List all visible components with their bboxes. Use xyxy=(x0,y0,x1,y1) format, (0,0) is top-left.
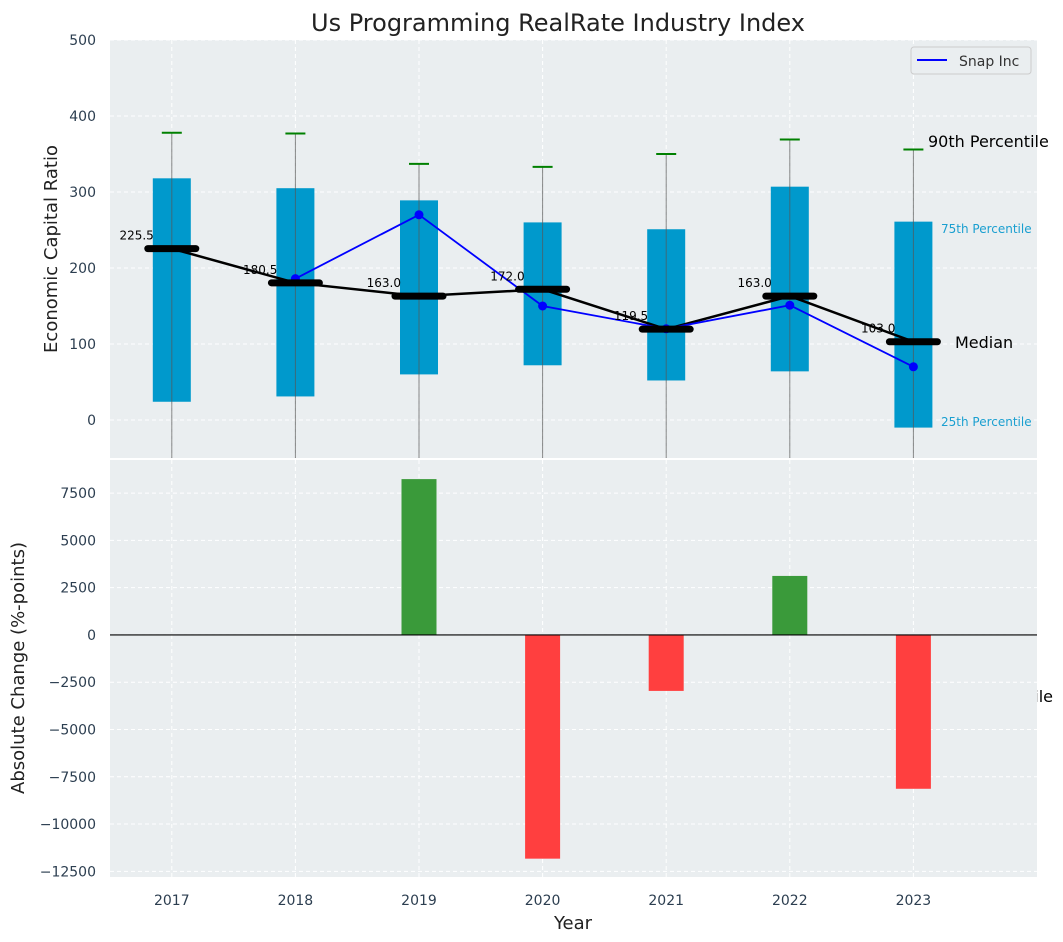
legend: Snap Inc xyxy=(910,46,1032,75)
top-y-tick-label: 200 xyxy=(69,261,96,277)
top-y-tick-label: 400 xyxy=(69,109,96,125)
x-tick-label: 2022 xyxy=(772,893,808,909)
median-value-label: 180.5 xyxy=(243,263,277,277)
x-tick-label: 2019 xyxy=(401,893,437,909)
x-tick-label: 2018 xyxy=(278,893,314,909)
bottom-y-axis-label: Absolute Change (%-points) xyxy=(8,542,29,794)
top-axes-background xyxy=(110,40,1037,458)
bottom-y-tick-label: −5000 xyxy=(49,722,96,738)
median-value-label: 172.0 xyxy=(490,269,524,283)
bottom-y-tick-label: −12500 xyxy=(40,864,96,880)
snap-inc-point xyxy=(414,210,424,220)
bar-negative xyxy=(895,634,931,789)
legend-snap-label: Snap Inc xyxy=(959,54,1019,70)
x-axis-label: Year xyxy=(553,913,593,934)
median-value-label: 163.0 xyxy=(737,276,771,290)
median-value-label: 225.5 xyxy=(119,229,153,243)
bottom-y-tick-label: 0 xyxy=(87,628,96,644)
x-tick-label: 2023 xyxy=(896,893,932,909)
bar-negative xyxy=(525,634,561,859)
bar-positive xyxy=(772,575,808,635)
bottom-y-tick-label: −7500 xyxy=(49,770,96,786)
snap-inc-line xyxy=(294,213,914,368)
bottom-y-tick-label: 7500 xyxy=(60,486,96,502)
chart-title: Us Programming RealRate Industry Index xyxy=(311,9,805,37)
bottom-y-tick-label: −2500 xyxy=(49,675,96,691)
top-y-tick-label: 500 xyxy=(69,33,96,49)
top-y-tick-label: 100 xyxy=(69,337,96,353)
bottom-y-tick-label: −10000 xyxy=(40,817,96,833)
bottom-axes-background xyxy=(110,460,1037,877)
bottom-y-tick-label: 2500 xyxy=(60,581,96,597)
median-value-label: 119.5 xyxy=(614,309,648,323)
bottom-y-tick-label: 5000 xyxy=(60,533,96,549)
annotation-median: Median xyxy=(955,333,1013,352)
snap-inc-point xyxy=(538,301,548,311)
snap-inc-point xyxy=(908,362,918,372)
snap-inc-point xyxy=(785,300,795,310)
x-tick-label: 2020 xyxy=(525,893,561,909)
annotation-75th-percentile: 75th Percentile xyxy=(941,222,1032,236)
top-y-tick-label: 300 xyxy=(69,185,96,201)
median-value-label: 163.0 xyxy=(367,276,401,290)
median-value-label: 103.0 xyxy=(861,322,895,336)
top-y-tick-label: 0 xyxy=(87,413,96,429)
bar-positive xyxy=(401,479,437,635)
bar-negative xyxy=(648,634,684,691)
top-y-axis-label: Economic Capital Ratio xyxy=(41,145,62,353)
annotation-25th-percentile: 25th Percentile xyxy=(941,415,1032,429)
x-tick-label: 2021 xyxy=(648,893,684,909)
annotation-90th-percentile: 90th Percentile xyxy=(928,132,1049,151)
x-tick-label: 2017 xyxy=(154,893,190,909)
